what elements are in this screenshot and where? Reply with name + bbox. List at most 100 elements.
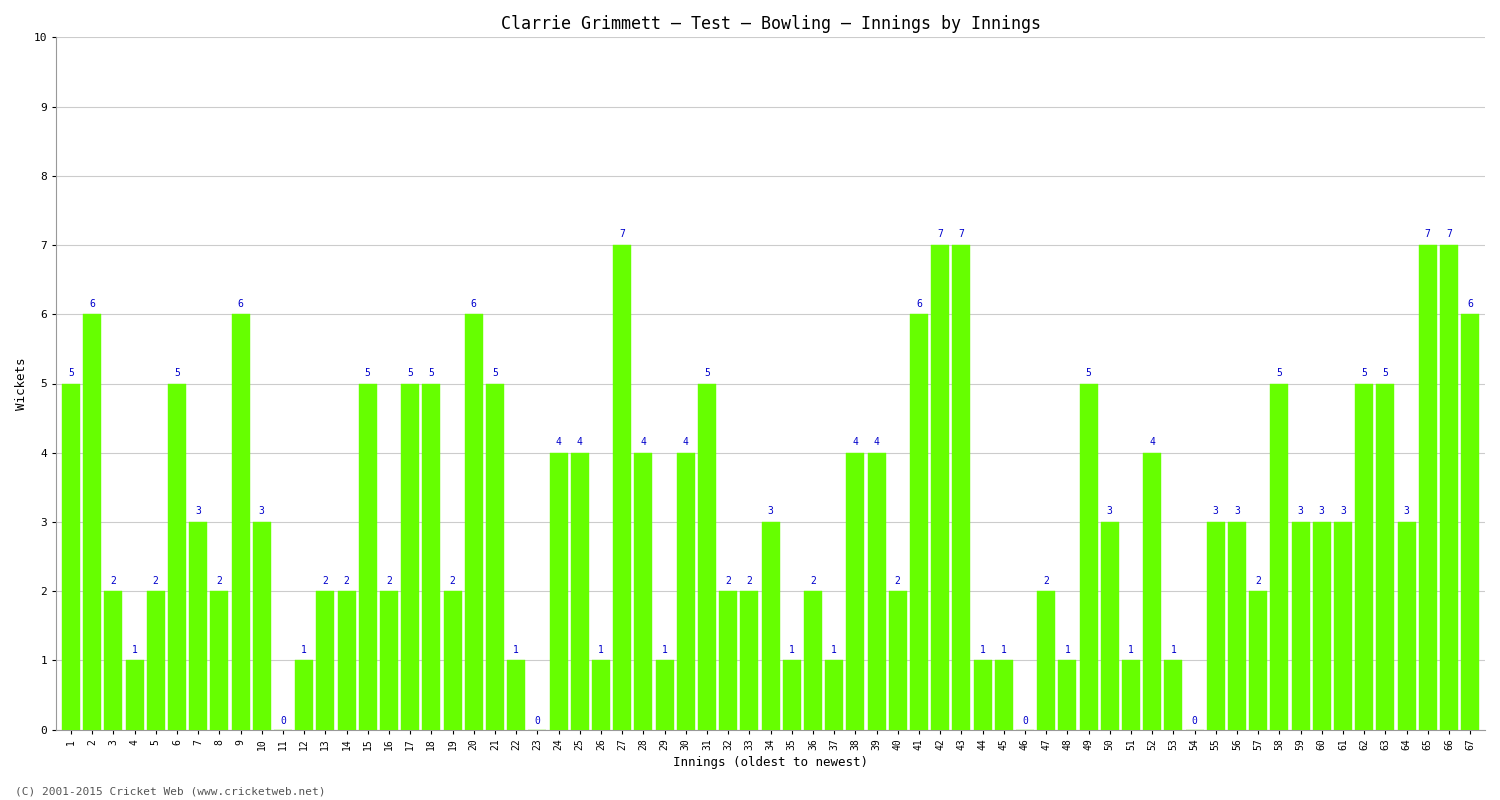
Bar xyxy=(910,314,928,730)
Text: 5: 5 xyxy=(364,368,370,378)
Bar xyxy=(570,453,588,730)
Bar xyxy=(1059,661,1077,730)
Bar xyxy=(1334,522,1352,730)
Text: 5: 5 xyxy=(1086,368,1092,378)
Text: 3: 3 xyxy=(1298,506,1304,517)
Bar xyxy=(82,314,100,730)
Text: 3: 3 xyxy=(1234,506,1240,517)
Text: 2: 2 xyxy=(344,576,350,586)
Bar xyxy=(105,591,123,730)
Text: 5: 5 xyxy=(68,368,74,378)
Bar xyxy=(1419,245,1437,730)
Bar xyxy=(1312,522,1330,730)
Text: 3: 3 xyxy=(195,506,201,517)
Text: 7: 7 xyxy=(1425,230,1431,239)
Text: 2: 2 xyxy=(810,576,816,586)
Text: 4: 4 xyxy=(682,437,688,447)
Bar xyxy=(718,591,736,730)
Text: 3: 3 xyxy=(1107,506,1113,517)
Text: 1: 1 xyxy=(1000,645,1006,655)
Text: 2: 2 xyxy=(1256,576,1262,586)
Text: 3: 3 xyxy=(1340,506,1346,517)
Bar xyxy=(423,383,441,730)
Bar xyxy=(762,522,780,730)
Title: Clarrie Grimmett – Test – Bowling – Innings by Innings: Clarrie Grimmett – Test – Bowling – Inni… xyxy=(501,15,1041,33)
Text: 5: 5 xyxy=(1383,368,1389,378)
Bar xyxy=(932,245,950,730)
Text: 5: 5 xyxy=(1276,368,1282,378)
Text: 7: 7 xyxy=(958,230,964,239)
Bar xyxy=(62,383,80,730)
Y-axis label: Wickets: Wickets xyxy=(15,358,28,410)
Bar xyxy=(1377,383,1395,730)
Bar xyxy=(358,383,376,730)
Bar xyxy=(549,453,567,730)
Bar xyxy=(126,661,144,730)
Bar xyxy=(1143,453,1161,730)
Bar xyxy=(380,591,398,730)
Text: (C) 2001-2015 Cricket Web (www.cricketweb.net): (C) 2001-2015 Cricket Web (www.cricketwe… xyxy=(15,786,326,796)
Bar xyxy=(1461,314,1479,730)
Bar xyxy=(316,591,334,730)
Text: 1: 1 xyxy=(662,645,668,655)
Bar xyxy=(1101,522,1119,730)
Bar xyxy=(592,661,610,730)
Bar xyxy=(698,383,715,730)
Text: 3: 3 xyxy=(768,506,774,517)
Bar xyxy=(252,522,270,730)
Text: 3: 3 xyxy=(1318,506,1324,517)
Text: 5: 5 xyxy=(1360,368,1366,378)
Bar xyxy=(1354,383,1372,730)
Text: 5: 5 xyxy=(406,368,412,378)
Text: 1: 1 xyxy=(1065,645,1071,655)
Bar xyxy=(846,453,864,730)
Bar xyxy=(867,453,885,730)
Bar xyxy=(1250,591,1268,730)
Text: 6: 6 xyxy=(88,298,94,309)
Bar xyxy=(656,661,674,730)
Bar xyxy=(231,314,249,730)
Text: 6: 6 xyxy=(1467,298,1473,309)
Bar xyxy=(400,383,418,730)
Text: 3: 3 xyxy=(1404,506,1410,517)
Bar xyxy=(741,591,759,730)
Bar xyxy=(296,661,314,730)
Bar xyxy=(783,661,801,730)
Text: 4: 4 xyxy=(873,437,879,447)
Bar xyxy=(189,522,207,730)
Bar xyxy=(1398,522,1416,730)
Bar xyxy=(338,591,356,730)
Text: 5: 5 xyxy=(429,368,435,378)
Text: 2: 2 xyxy=(896,576,900,586)
Text: 2: 2 xyxy=(747,576,753,586)
Text: 1: 1 xyxy=(598,645,604,655)
Bar xyxy=(994,661,1012,730)
Text: 2: 2 xyxy=(1042,576,1048,586)
Text: 6: 6 xyxy=(916,298,922,309)
Text: 4: 4 xyxy=(640,437,646,447)
Bar xyxy=(1036,591,1054,730)
Text: 1: 1 xyxy=(132,645,138,655)
Bar xyxy=(825,661,843,730)
Text: 4: 4 xyxy=(555,437,561,447)
Text: 4: 4 xyxy=(578,437,582,447)
Text: 1: 1 xyxy=(831,645,837,655)
Text: 0: 0 xyxy=(1022,716,1028,726)
Text: 2: 2 xyxy=(111,576,117,586)
Bar xyxy=(1206,522,1225,730)
Bar xyxy=(147,591,165,730)
Bar xyxy=(614,245,632,730)
X-axis label: Innings (oldest to newest): Innings (oldest to newest) xyxy=(674,756,868,769)
Text: 0: 0 xyxy=(534,716,540,726)
Bar xyxy=(210,591,228,730)
Text: 2: 2 xyxy=(216,576,222,586)
Bar xyxy=(444,591,462,730)
Bar xyxy=(634,453,652,730)
Bar xyxy=(507,661,525,730)
Text: 4: 4 xyxy=(1149,437,1155,447)
Text: 1: 1 xyxy=(302,645,307,655)
Text: 2: 2 xyxy=(386,576,392,586)
Text: 1: 1 xyxy=(513,645,519,655)
Bar xyxy=(1122,661,1140,730)
Text: 2: 2 xyxy=(153,576,159,586)
